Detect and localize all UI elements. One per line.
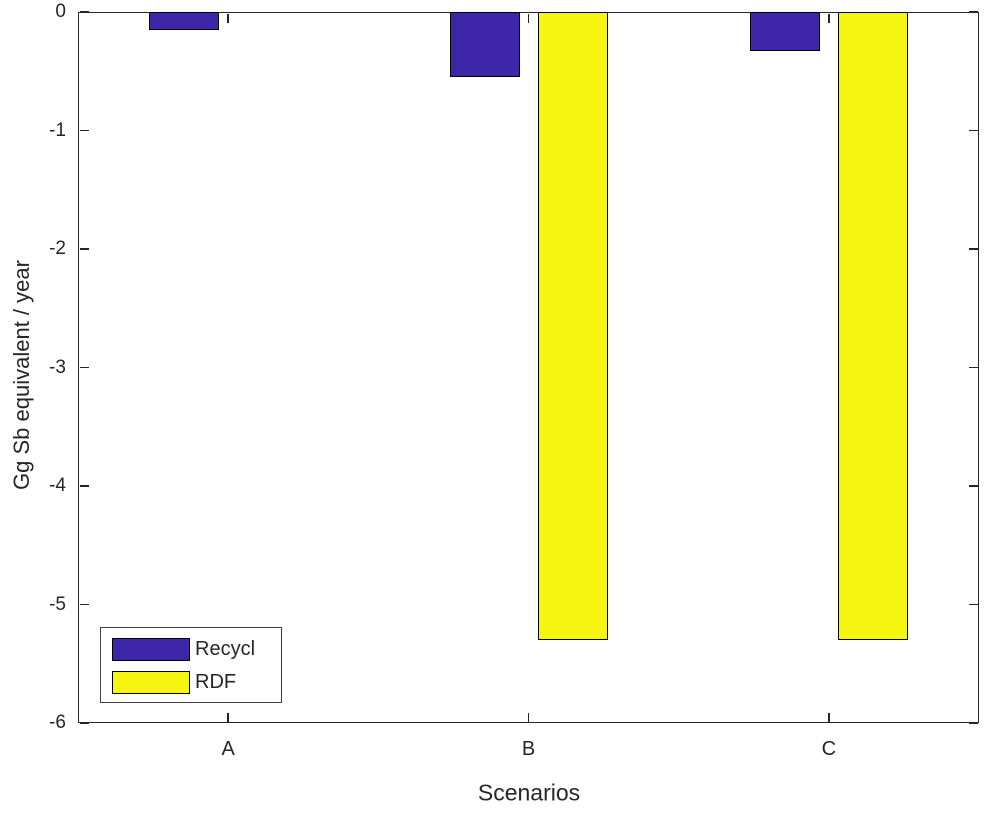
y-tick-left [79, 366, 89, 369]
legend-entry-rdf: RDF [112, 670, 281, 694]
y-tick-label: -3 [49, 356, 66, 378]
y-tick-left [79, 248, 89, 250]
bar-recycl-B [449, 12, 520, 78]
plot-area [78, 12, 979, 723]
bar-rdf-C [837, 12, 908, 641]
y-tick-left [79, 11, 89, 13]
y-tick-right [968, 603, 978, 606]
legend-label-recycl: Recycl [195, 637, 256, 660]
legend-label-rdf: RDF [195, 670, 237, 693]
y-tick-label: -5 [49, 593, 66, 615]
x-axis-label: Scenarios [477, 779, 581, 806]
bar-recycl-C [749, 12, 820, 52]
x-tick-bottom [828, 712, 830, 722]
y-tick-label: -6 [49, 712, 66, 733]
x-tick-top [227, 13, 229, 23]
legend: Recycl RDF [100, 627, 282, 703]
x-tick-label: C [821, 738, 837, 760]
bar-recycl-A [149, 12, 220, 30]
x-tick-bottom [527, 712, 530, 722]
y-tick-right [968, 485, 978, 487]
x-tick-label: B [521, 738, 536, 760]
legend-swatch-recycl [112, 637, 190, 661]
y-tick-label: 0 [55, 1, 66, 22]
legend-swatch-rdf [112, 670, 190, 694]
y-tick-left [79, 722, 89, 724]
y-tick-label: -1 [49, 119, 66, 141]
y-tick-right [968, 722, 978, 724]
y-tick-left [79, 485, 89, 487]
y-tick-right [968, 129, 978, 132]
x-tick-top [527, 13, 530, 23]
y-tick-label: -4 [49, 475, 66, 496]
y-tick-left [79, 129, 89, 132]
y-tick-left [79, 603, 89, 606]
legend-entry-recycl: Recycl [112, 637, 281, 661]
x-tick-label: A [221, 738, 235, 760]
x-tick-bottom [227, 712, 229, 722]
y-tick-label: -2 [49, 238, 66, 259]
y-tick-right [968, 366, 978, 369]
x-tick-top [828, 13, 830, 23]
y-tick-right [968, 248, 978, 250]
bar-rdf-B [537, 12, 608, 641]
y-tick-right [968, 11, 978, 13]
